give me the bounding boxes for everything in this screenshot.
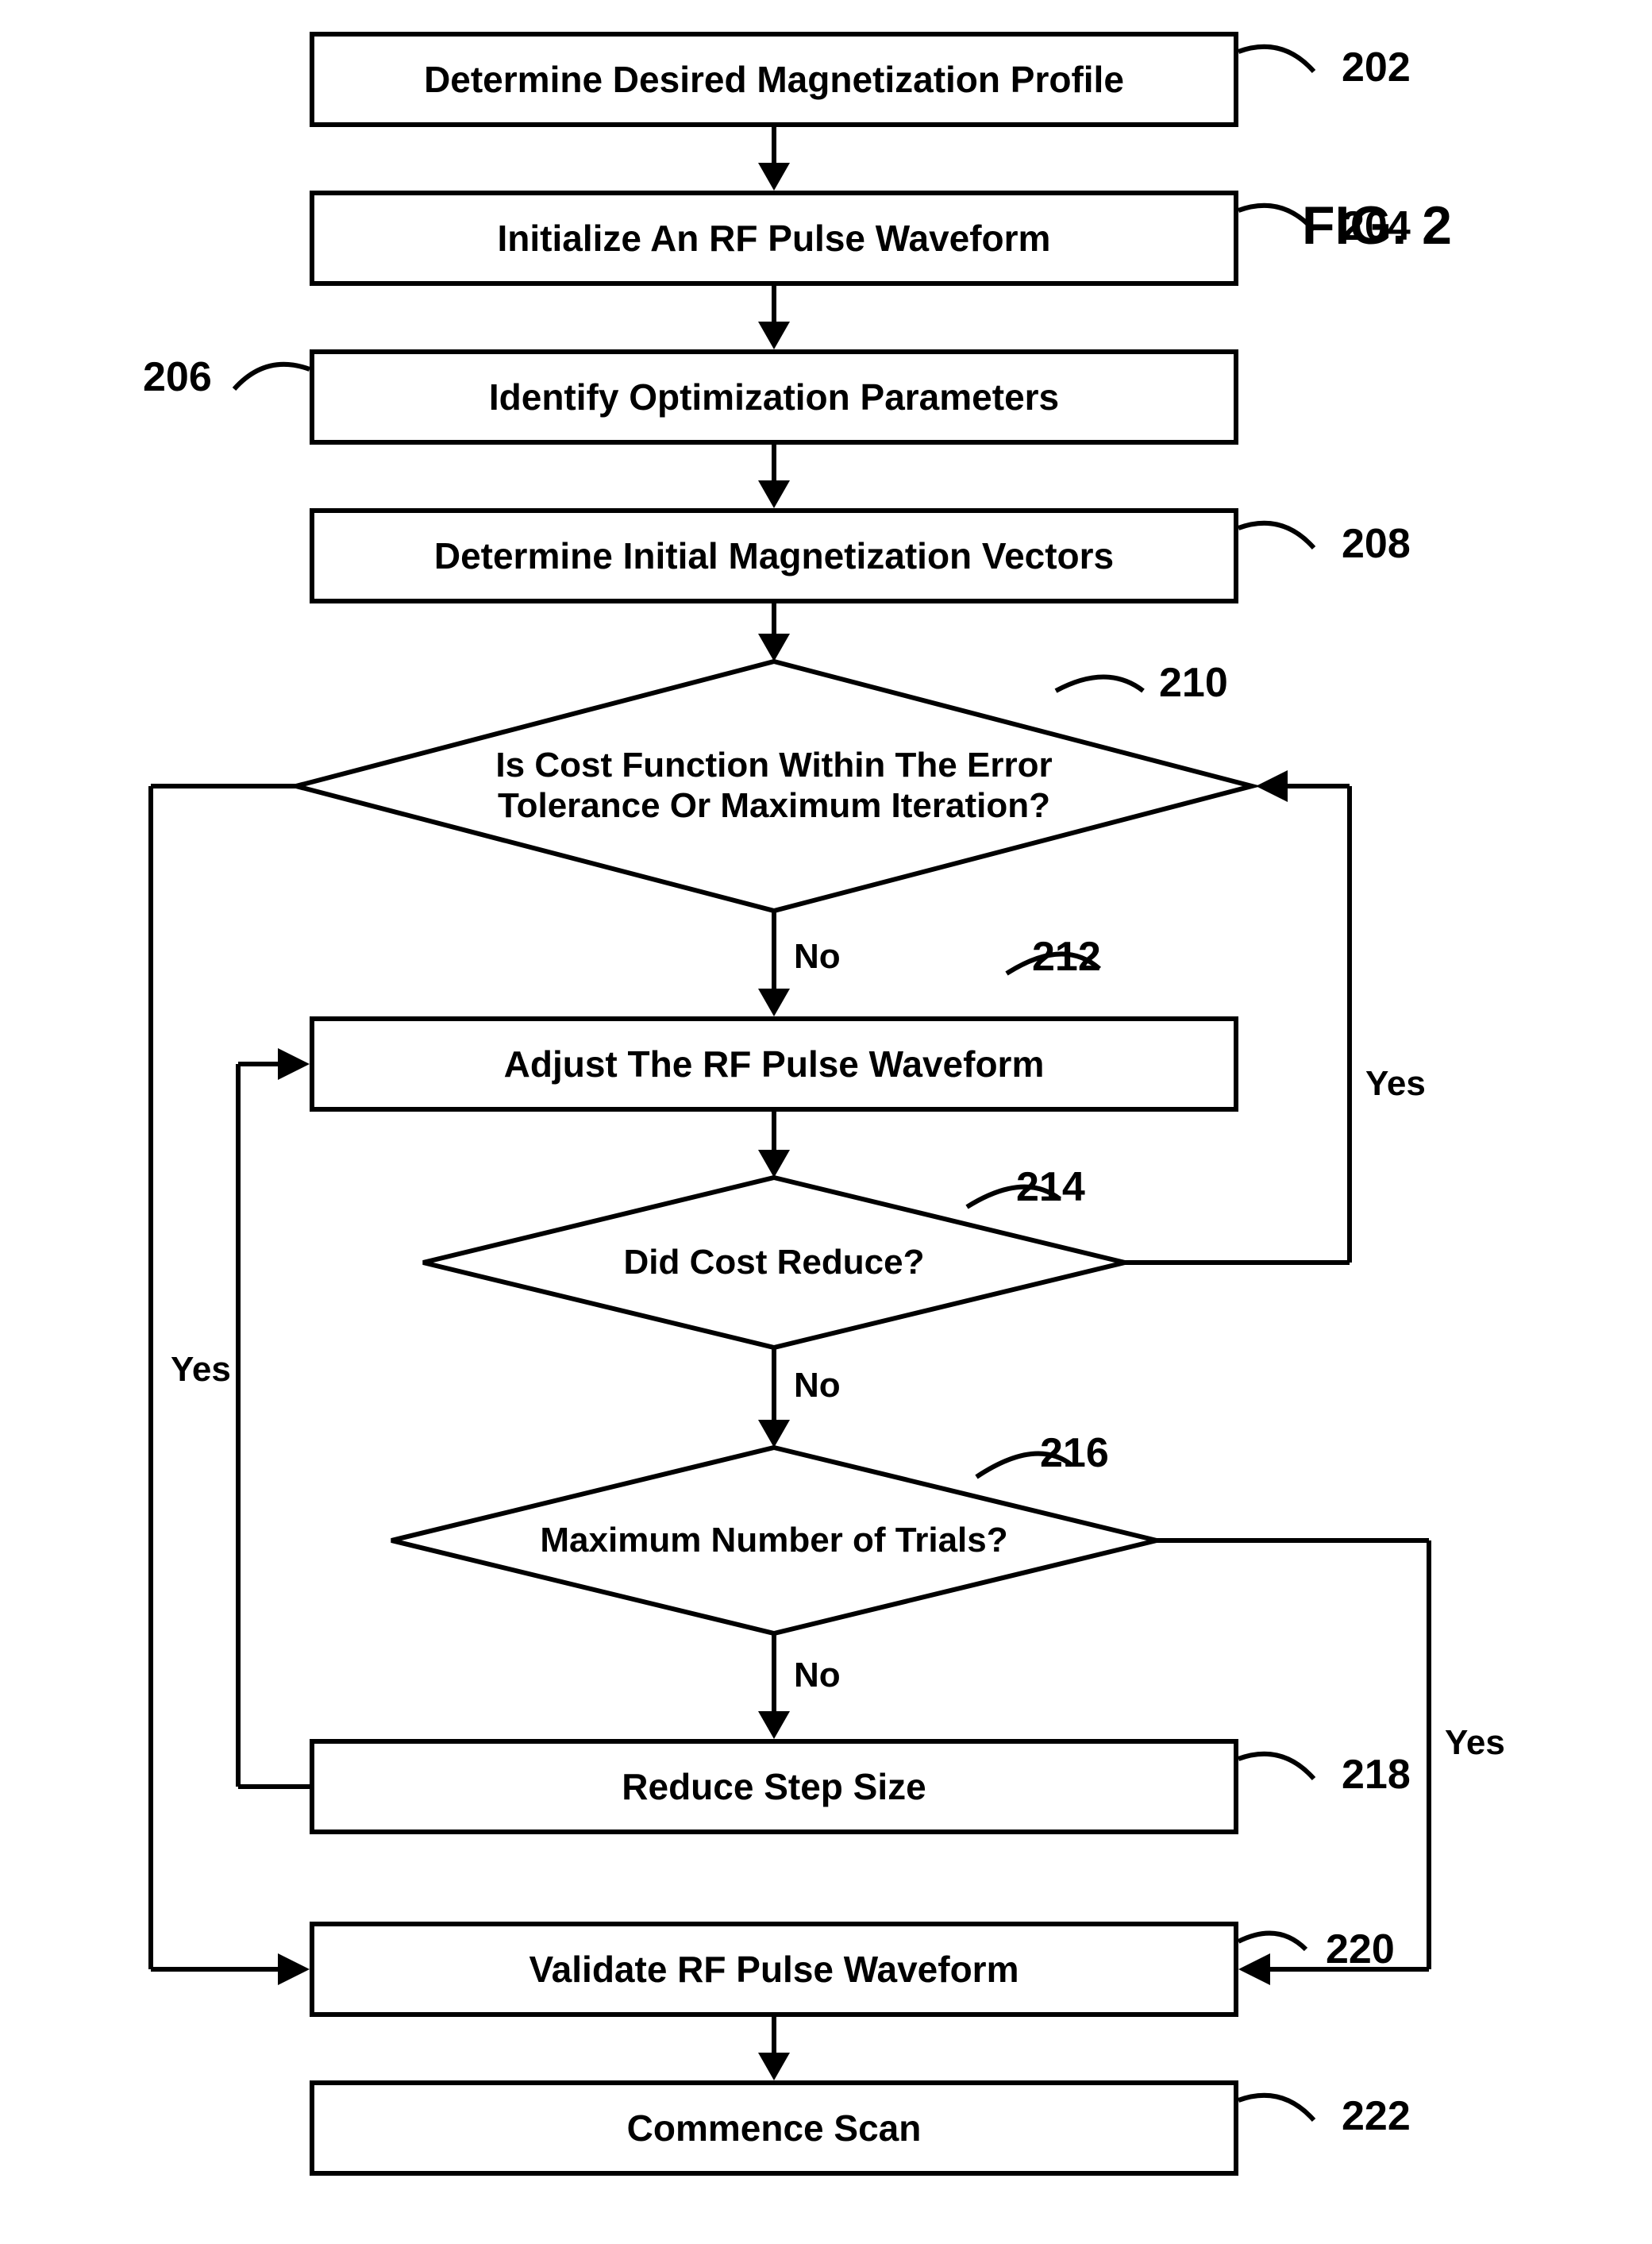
edges-layer: [0, 0, 1652, 2244]
ref-206: 206: [143, 353, 212, 401]
ref-218: 218: [1342, 1751, 1411, 1799]
ref-202: 202: [1342, 44, 1411, 91]
ref-214: 214: [1016, 1163, 1085, 1211]
ref-210: 210: [1159, 659, 1228, 707]
ref-212: 212: [1032, 933, 1101, 981]
flowchart-canvas: FIG. 2 Determine Desired Magnetization P…: [0, 0, 1652, 2244]
ref-204: 204: [1342, 202, 1411, 250]
edge-210-no: No: [794, 937, 841, 977]
edge-218-yes: Yes: [171, 1350, 231, 1390]
ref-208: 208: [1342, 520, 1411, 568]
edge-214-yes: Yes: [1365, 1064, 1426, 1104]
ref-216: 216: [1040, 1429, 1109, 1477]
ref-220: 220: [1326, 1926, 1395, 1973]
edge-216-no: No: [794, 1656, 841, 1695]
edge-216-yes: Yes: [1445, 1723, 1505, 1763]
edge-214-no: No: [794, 1366, 841, 1405]
ref-222: 222: [1342, 2092, 1411, 2140]
